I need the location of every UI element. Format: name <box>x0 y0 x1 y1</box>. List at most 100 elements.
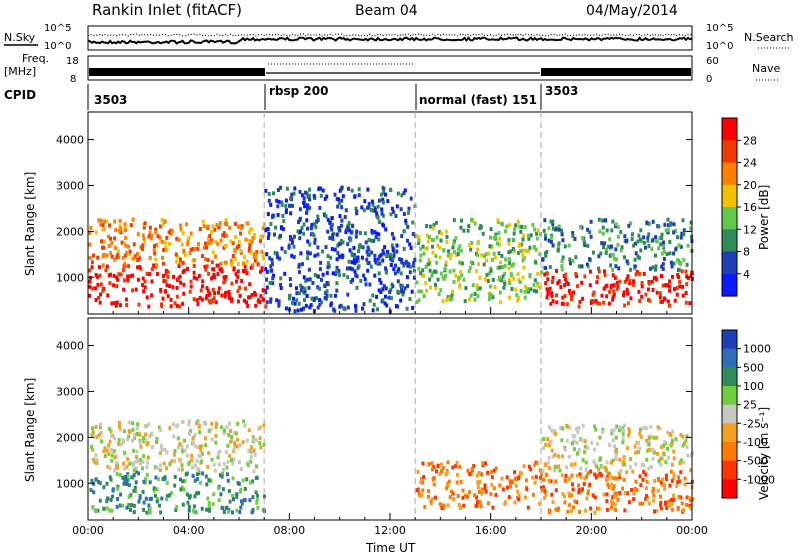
velocity-cell <box>667 504 671 509</box>
power-cell <box>476 247 480 252</box>
velocity-cell <box>227 489 231 494</box>
power-cell <box>160 218 164 222</box>
power-cell <box>611 219 615 224</box>
power-cell <box>233 235 237 240</box>
power-cell <box>631 232 634 237</box>
power-cell <box>205 293 209 298</box>
power-cell <box>89 226 93 230</box>
velocity-cell <box>645 494 648 498</box>
power-cell <box>610 244 613 249</box>
power-cell <box>600 241 604 246</box>
velocity-cell <box>142 507 146 512</box>
power-cell <box>459 225 463 230</box>
power-cell <box>131 217 135 222</box>
power-cell <box>271 276 275 281</box>
power-cell <box>214 300 218 305</box>
power-cell <box>296 308 300 313</box>
power-cell <box>276 204 280 209</box>
power-cell <box>515 293 519 298</box>
velocity-cell <box>98 498 102 503</box>
power-cell <box>247 295 251 300</box>
velocity-cell <box>216 455 220 460</box>
velocity-cell <box>577 488 581 492</box>
velocity-cell <box>614 507 618 512</box>
power-cell <box>485 272 489 277</box>
velocity-cell <box>559 426 563 430</box>
power-cell <box>435 260 439 265</box>
power-cell <box>555 300 559 305</box>
power-cell <box>458 283 462 287</box>
power-cell <box>659 274 663 278</box>
power-cell <box>266 226 270 231</box>
velocity-colorbar-swatch <box>722 423 737 443</box>
power-cell <box>123 228 127 232</box>
velocity-cell <box>235 492 239 497</box>
power-cell <box>402 212 406 216</box>
power-cell <box>156 234 160 239</box>
power-cell <box>150 267 154 272</box>
power-cell <box>164 268 168 273</box>
power-cell <box>279 282 283 287</box>
power-cell <box>329 225 333 230</box>
velocity-cell <box>531 492 535 497</box>
power-cell <box>177 238 181 242</box>
power-cell <box>308 305 312 310</box>
velocity-cell <box>657 478 660 483</box>
power-cell <box>251 235 255 240</box>
power-cell <box>366 268 370 273</box>
velocity-cell <box>543 495 547 500</box>
power-cell <box>439 271 443 276</box>
velocity-cell <box>132 468 136 473</box>
power-cell <box>586 264 590 269</box>
power-colorbar-swatch <box>722 251 737 275</box>
velocity-cell <box>564 473 568 478</box>
velocity-cell <box>593 462 597 467</box>
velocity-cell <box>478 471 482 476</box>
power-cell <box>206 258 210 262</box>
power-cell <box>316 285 320 290</box>
power-cell <box>213 291 217 296</box>
power-cell <box>379 290 383 294</box>
power-cell <box>236 269 240 274</box>
velocity-cell <box>199 480 202 485</box>
velocity-xtick-label: 04:00 <box>173 524 205 537</box>
velocity-cell <box>209 479 213 484</box>
power-cell <box>88 256 92 261</box>
velocity-cell <box>638 474 642 479</box>
power-cell <box>340 198 344 203</box>
velocity-cell <box>611 486 615 491</box>
power-cell <box>411 305 415 310</box>
velocity-cell <box>188 432 191 436</box>
power-cell <box>302 275 306 280</box>
velocity-cell <box>507 495 511 500</box>
power-cell <box>449 252 453 257</box>
power-cell <box>359 231 362 235</box>
power-cell <box>389 256 393 261</box>
power-cell <box>217 225 221 230</box>
power-cell <box>457 275 461 280</box>
velocity-cell <box>448 495 452 500</box>
velocity-cell <box>647 501 651 506</box>
power-cell <box>143 285 147 290</box>
velocity-cell <box>200 506 204 511</box>
power-cell <box>210 260 214 265</box>
power-cell <box>328 236 332 240</box>
power-cell <box>262 288 266 293</box>
power-cell <box>387 295 391 300</box>
velocity-cell <box>117 438 121 442</box>
velocity-cell <box>212 492 216 497</box>
power-cell <box>223 294 227 299</box>
power-cell <box>275 198 279 203</box>
power-cell <box>619 248 623 253</box>
velocity-cell <box>429 499 433 504</box>
velocity-ytick-label: 2000 <box>56 431 84 444</box>
velocity-cell <box>238 510 242 514</box>
velocity-cell <box>155 487 159 492</box>
power-cell <box>424 246 428 251</box>
power-cell <box>425 288 429 293</box>
power-cell <box>198 296 202 300</box>
cpid-segment-label-4: 3503 <box>545 84 578 98</box>
power-cell <box>136 258 140 262</box>
power-cell <box>120 240 124 245</box>
power-cell <box>238 285 242 290</box>
